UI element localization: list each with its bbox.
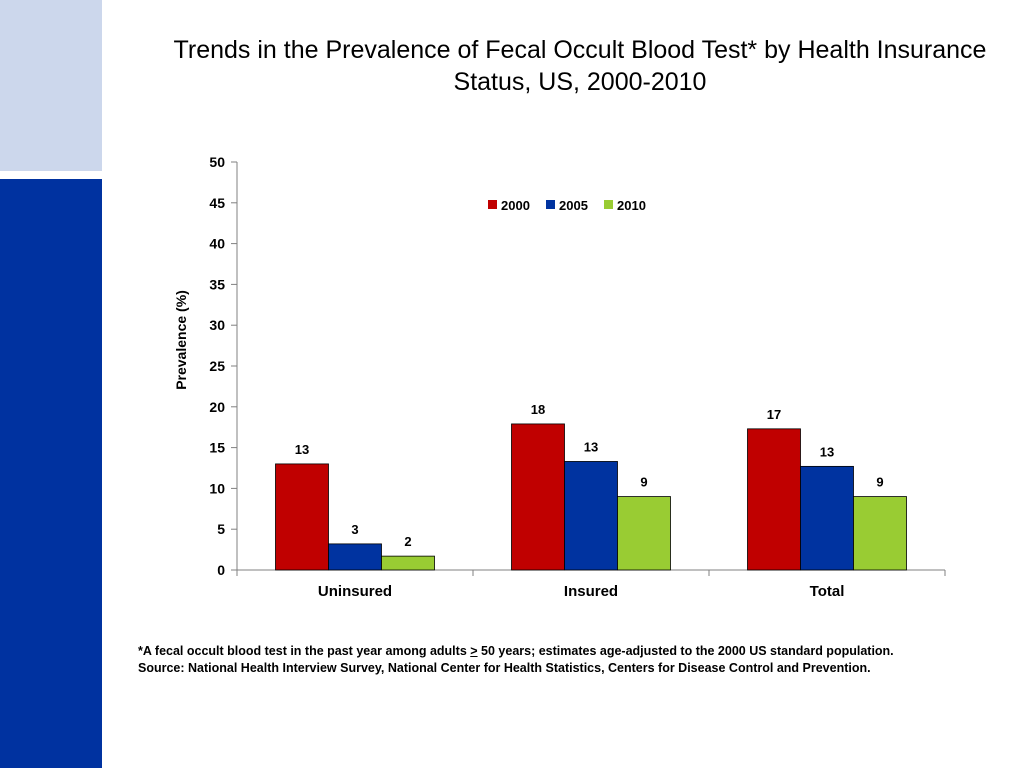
footnote-symbol: > [470,644,478,658]
footnote: *A fecal occult blood test in the past y… [138,643,1018,677]
data-label: 9 [876,475,883,490]
x-axis: Uninsured Insured Total [236,569,946,600]
legend-swatch [488,200,497,209]
sidebar-accent-bottom [0,179,102,768]
data-label: 9 [640,475,647,490]
data-label: 3 [351,522,358,537]
footnote-line-1: *A fecal occult blood test in the past y… [138,643,1018,660]
bar-2000 [511,423,565,571]
legend-swatch [604,200,613,209]
y-tick-label: 40 [209,236,225,252]
bar-2005 [328,543,382,571]
footnote-source: Source: National Health Interview Survey… [138,661,871,675]
data-label: 13 [820,444,834,459]
bar-2010 [853,496,907,571]
y-tick-label: 30 [209,317,225,333]
bar-2010 [381,555,435,571]
y-tick-label: 45 [209,195,225,211]
bar-2000 [275,463,329,571]
x-category-label: Insured [564,583,618,600]
data-label: 2 [404,534,411,549]
legend-entry: 2005 [559,198,588,213]
bar-2010 [617,496,671,571]
bar-2005 [800,465,854,571]
data-label: 18 [531,402,545,417]
chart-title: Trends in the Prevalence of Fecal Occult… [173,36,987,96]
bar-2000 [747,428,801,571]
x-category-label: Total [810,583,845,600]
footnote-text: 50 years; estimates age-adjusted to the … [477,644,894,658]
bar-2005 [564,461,618,571]
legend-swatch [546,200,555,209]
data-label: 13 [295,442,309,457]
x-category-label: Uninsured [318,583,392,600]
y-tick-label: 10 [209,480,225,496]
y-tick-label: 25 [209,358,225,374]
footnote-text: *A fecal occult blood test in the past y… [138,644,471,658]
y-tick-label: 35 [209,276,225,292]
data-label: 13 [584,439,598,454]
sidebar-accent-top [0,0,102,171]
y-tick-label: 0 [217,562,225,578]
bars: 13 3 2 18 13 9 17 13 9 [275,402,907,571]
y-tick-label: 20 [209,399,225,415]
y-tick-label: 5 [217,521,225,537]
y-tick-label: 50 [209,154,225,170]
y-axis: 0 5 10 15 20 25 30 35 40 45 50 [209,154,238,578]
data-label: 17 [767,407,781,422]
legend-entry: 2010 [617,198,646,213]
legend-entry: 2000 [501,198,530,213]
y-axis-label: Prevalence (%) [173,290,189,390]
y-tick-label: 15 [209,440,225,456]
legend: 2000 2005 2010 [488,198,646,213]
